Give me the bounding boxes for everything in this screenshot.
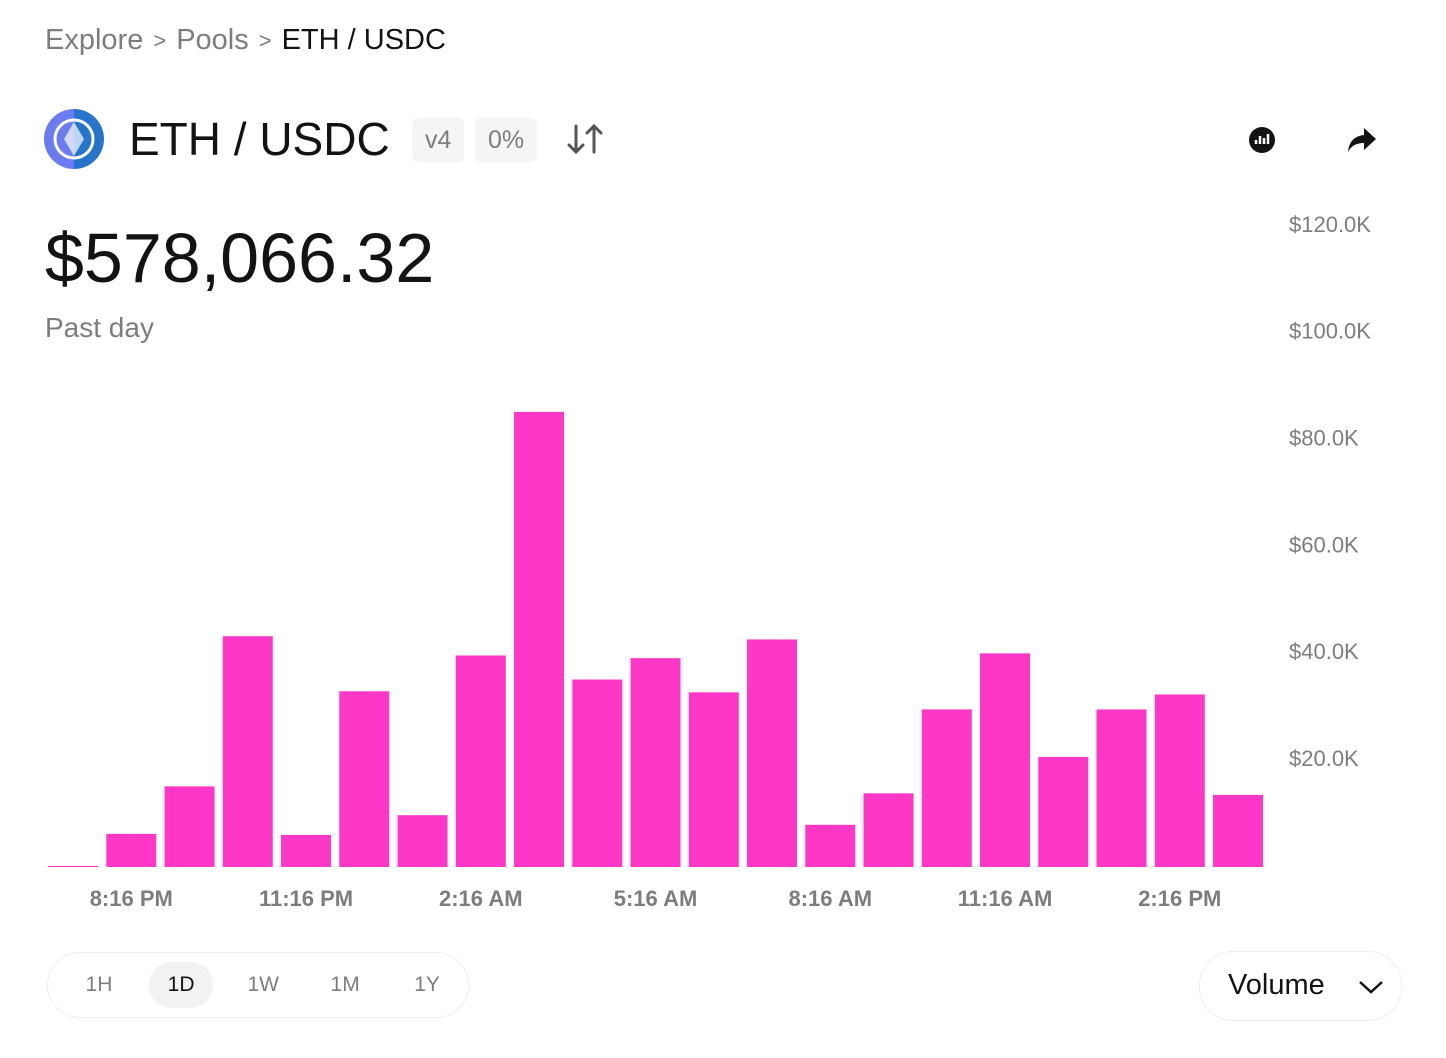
bar [455,655,506,867]
time-range-selector: 1H 1D 1W 1M 1Y [47,952,469,1018]
period-label: Past day [45,312,154,343]
range-option[interactable]: 1W [247,973,279,996]
bar [339,691,390,867]
volume-chart: $20.0K $40.0K $60.0K $80.0K $100.0K $120.0K 8:… [48,212,1371,911]
bar [863,793,914,867]
x-tick-label: 11:16 PM [259,886,353,911]
x-tick-label: 2:16 PM [1138,886,1221,911]
swap-icon[interactable] [566,122,606,156]
range-option[interactable]: 1M [330,973,360,996]
dropdown-label: Volume [1228,969,1325,1001]
share-icon[interactable] [1346,126,1378,154]
bar [1038,756,1089,867]
bar [1154,694,1205,867]
fee-badge: 0% [475,118,538,162]
x-tick-label: 2:16 AM [439,886,523,911]
bar [1096,709,1147,867]
range-option[interactable]: 1H [85,973,113,996]
pair-title: ETH / USDC [129,113,390,165]
crumb[interactable]: Pools [176,24,249,56]
y-tick-label: $60.0K [1289,532,1359,557]
version-badge: v4 [412,118,465,162]
total-value: $578,066.32 [45,219,435,297]
bar [688,692,739,867]
dropdown-chevron [1359,981,1383,994]
explorer-icon[interactable] [1248,126,1276,154]
x-tick-label: 8:16 AM [789,886,873,911]
bar [630,658,681,867]
bar [980,653,1031,867]
crumb: ETH / USDC [281,24,446,56]
token-icon [44,109,104,169]
bar [164,786,215,867]
x-tick-label: 11:16 AM [958,886,1053,911]
crumb[interactable]: Explore [45,24,144,56]
y-tick-label: $40.0K [1289,639,1359,664]
bar [222,636,273,867]
bar [514,411,565,867]
x-tick-label: 5:16 AM [614,886,698,911]
bar [48,865,99,867]
bar [281,834,332,867]
bar [106,833,157,867]
y-tick-label: $120.0K [1289,212,1371,237]
bar [397,815,448,867]
chevron: > [258,27,272,53]
bar [572,679,623,867]
range-option[interactable]: 1D [148,962,214,1008]
y-tick-label: $100.0K [1289,319,1371,344]
y-tick-label: $20.0K [1289,746,1359,771]
chart-type-dropdown[interactable]: Volume [1199,951,1402,1021]
range-option[interactable]: 1Y [414,973,440,996]
bar [921,709,972,867]
chevron: > [153,27,167,53]
y-tick-label: $80.0K [1289,425,1359,450]
bar [747,639,798,867]
bar [805,824,856,867]
breadcrumb: Explore > Pools > ETH / USDC [45,24,446,57]
bar [1213,794,1264,867]
x-tick-label: 8:16 PM [90,886,173,911]
